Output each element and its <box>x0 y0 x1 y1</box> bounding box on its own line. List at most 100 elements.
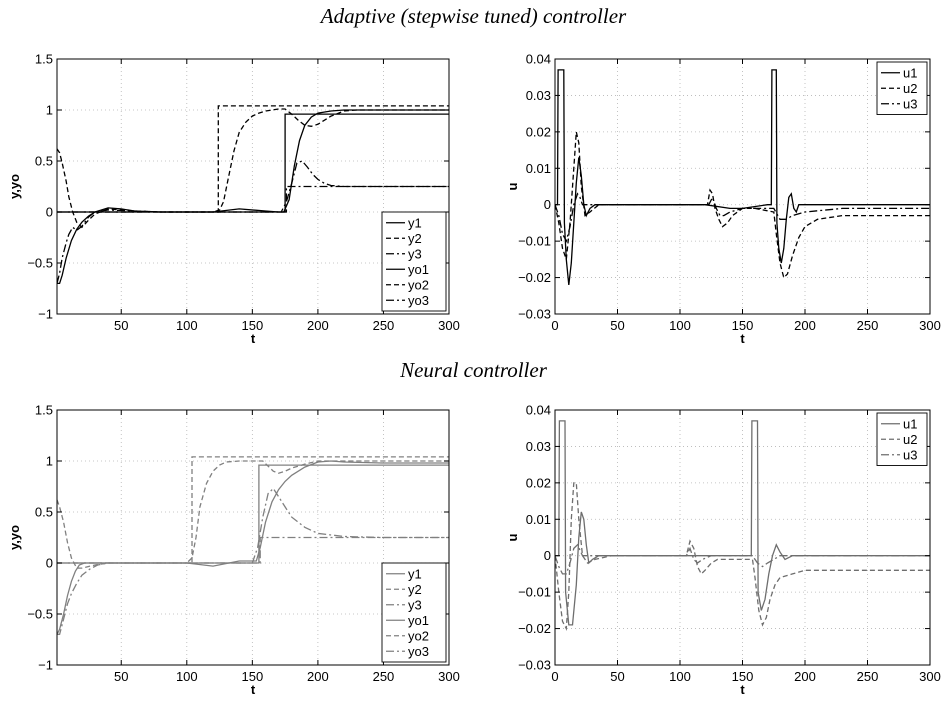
y-tick-label: −0.5 <box>27 256 53 271</box>
legend-box <box>381 562 447 663</box>
legend-label-y1: y1 <box>408 566 422 581</box>
y-tick-label: 0 <box>544 548 551 563</box>
y-tick-label: 0 <box>46 556 53 571</box>
x-tick-label: 150 <box>732 318 754 333</box>
x-axis-label: t <box>251 331 256 346</box>
y-tick-label: −0.03 <box>518 307 551 322</box>
legend-label-y3: y3 <box>408 246 422 261</box>
legend-label-u3: u3 <box>903 96 917 111</box>
legend-label-u3: u3 <box>903 447 917 462</box>
series-y1 <box>57 109 449 285</box>
x-tick-label: 50 <box>114 318 128 333</box>
x-tick-label: 250 <box>373 669 395 684</box>
legend-label-yo1: yo1 <box>408 613 429 628</box>
x-tick-label: 100 <box>669 318 691 333</box>
chart-adaptive-outputs: 50 100 150 200 250 300 −1 −0.5 0 0.5 1 1.5 t y,yo y1y2… <box>7 52 460 347</box>
x-tick-label: 0 <box>551 318 558 333</box>
legend-label-y2: y2 <box>408 231 422 246</box>
x-axis-label: t <box>740 682 745 697</box>
y-tick-label: 0.04 <box>526 403 551 418</box>
x-tick-label: 150 <box>241 669 263 684</box>
x-tick-label: 200 <box>794 669 816 684</box>
y-tick-label: 1 <box>46 103 53 118</box>
legend-label-yo2: yo2 <box>408 628 429 643</box>
series-u3 <box>555 543 930 575</box>
y-tick-label: −0.03 <box>518 658 551 673</box>
axes-box <box>56 58 450 315</box>
x-tick-label: 300 <box>919 669 941 684</box>
axes-box <box>56 409 450 666</box>
y-tick-label: 0.02 <box>526 124 551 139</box>
x-tick-label: 100 <box>669 669 691 684</box>
y-tick-label: −0.01 <box>518 585 551 600</box>
y-tick-label: 0.01 <box>526 161 551 176</box>
y-tick-label: −0.02 <box>518 270 551 285</box>
x-tick-label: 150 <box>732 669 754 684</box>
y-tick-label: −1 <box>38 658 53 673</box>
y-tick-label: 0 <box>46 205 53 220</box>
y-tick-label: −0.5 <box>27 607 53 622</box>
series-u1 <box>555 69 930 285</box>
legend-label-u2: u2 <box>903 432 917 447</box>
x-axis-label: t <box>740 331 745 346</box>
chart-neural-controls: 0 50 100 150 200 250 300 −0.03 −0.02 −0.01 0 0.01 0.… <box>505 403 941 698</box>
y-tick-label: 1.5 <box>35 403 53 418</box>
x-tick-label: 250 <box>857 318 879 333</box>
series-u2 <box>555 131 930 279</box>
y-tick-label: 0.01 <box>526 512 551 527</box>
series-u3 <box>555 192 930 243</box>
x-tick-label: 50 <box>114 669 128 684</box>
legend-label-yo2: yo2 <box>408 277 429 292</box>
y-tick-label: 0.02 <box>526 475 551 490</box>
legend-label-u1: u1 <box>903 65 917 80</box>
x-tick-label: 250 <box>373 318 395 333</box>
legend-label-yo3: yo3 <box>408 644 429 659</box>
y-tick-label: 1 <box>46 454 53 469</box>
y-tick-label: 0.5 <box>35 505 53 520</box>
y-tick-label: 0.03 <box>526 439 551 454</box>
y-tick-label: 0.03 <box>526 88 551 103</box>
y-tick-label: −0.02 <box>518 621 551 636</box>
x-tick-label: 250 <box>857 669 879 684</box>
x-tick-label: 200 <box>307 669 329 684</box>
y-tick-label: −1 <box>38 307 53 322</box>
x-tick-label: 200 <box>307 318 329 333</box>
legend-label-u2: u2 <box>903 81 917 96</box>
x-tick-label: 0 <box>551 669 558 684</box>
neural-controller-title: Neural controller <box>400 358 547 382</box>
y-tick-label: 0 <box>544 197 551 212</box>
series-yo3 <box>57 536 449 564</box>
x-tick-label: 150 <box>241 318 263 333</box>
x-tick-label: 100 <box>176 318 198 333</box>
y-axis-label: u <box>505 182 520 190</box>
chart-neural-outputs: 50 100 150 200 250 300 −1 −0.5 0 0.5 1 1.5 t y,yo y1y2… <box>7 403 460 698</box>
x-tick-label: 200 <box>794 318 816 333</box>
legend-box <box>381 211 447 312</box>
x-tick-label: 300 <box>438 669 460 684</box>
legend-label-yo1: yo1 <box>408 262 429 277</box>
series-yo3 <box>57 185 449 213</box>
x-tick-label: 50 <box>610 318 624 333</box>
y-tick-label: 0.5 <box>35 154 53 169</box>
x-tick-label: 100 <box>176 669 198 684</box>
series-y2 <box>57 108 449 229</box>
y-axis-label: y,yo <box>7 525 22 550</box>
legend-label-y2: y2 <box>408 582 422 597</box>
y-tick-label: 0.04 <box>526 52 551 67</box>
y-tick-label: −0.01 <box>518 234 551 249</box>
legend-label-u1: u1 <box>903 416 917 431</box>
legend-label-yo3: yo3 <box>408 293 429 308</box>
x-tick-label: 300 <box>919 318 941 333</box>
series-u2 <box>555 482 930 631</box>
chart-adaptive-controls: 0 50 100 150 200 250 300 −0.03 −0.02 −0.01 0 0.01 0.… <box>505 52 941 347</box>
adaptive-controller-title: Adaptive (stepwise tuned) controller <box>320 4 627 28</box>
legend-label-y1: y1 <box>408 215 422 230</box>
series-y2 <box>57 460 449 569</box>
legend-label-y3: y3 <box>408 597 422 612</box>
y-axis-label: u <box>505 533 520 541</box>
x-tick-label: 300 <box>438 318 460 333</box>
y-axis-label: y,yo <box>7 174 22 199</box>
x-tick-label: 50 <box>610 669 624 684</box>
y-tick-label: 1.5 <box>35 52 53 67</box>
